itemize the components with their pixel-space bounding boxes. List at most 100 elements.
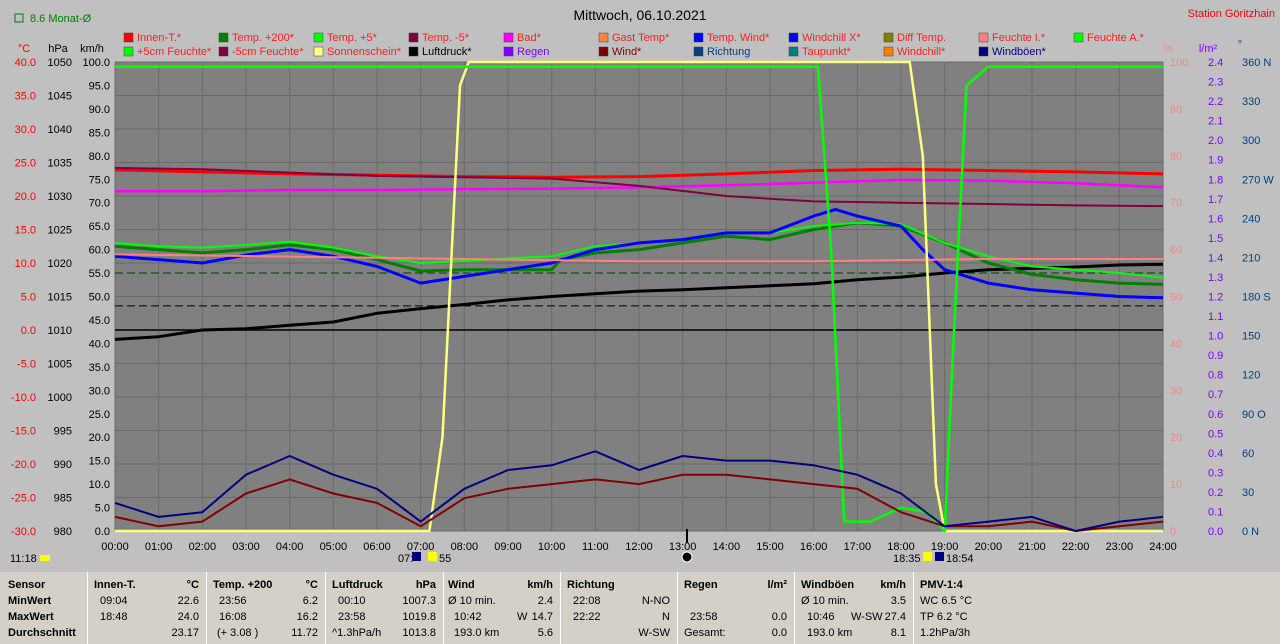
legend-label: Feuchte A.* (1087, 32, 1145, 44)
direction-tick-label: 210 (1242, 252, 1260, 264)
temp-tick-label: -30.0 (11, 526, 36, 538)
pressure-tick-label: 1040 (48, 124, 72, 136)
time-tick-label: 03:00 (232, 541, 260, 553)
legend-label: Feuchte I.* (992, 32, 1046, 44)
wind-tick-label: 35.0 (89, 362, 110, 374)
stat-value: 11.72 (291, 627, 318, 639)
time-tick-label: 16:00 (800, 541, 828, 553)
stat-value: 0.0 (771, 611, 787, 623)
stat-time: 09:04 (100, 595, 128, 607)
wind-tick-label: 40.0 (89, 338, 110, 350)
direction-tick-label: 330 (1242, 96, 1260, 108)
stat-value: 27.4 (884, 611, 906, 623)
sunset-label-a: 18:35 (893, 553, 921, 565)
stat-time: 10:42 (454, 611, 482, 623)
temp-tick-label: 40.0 (15, 57, 36, 69)
dir-unit: ° (1238, 39, 1242, 51)
time-tick-label: 09:00 (494, 541, 522, 553)
legend-swatch (788, 32, 799, 43)
legend-label: Windchill X* (802, 32, 861, 44)
stat-time: Ø 10 min. (448, 595, 496, 607)
stat-value: 6.2 (302, 595, 318, 607)
pressure-tick-label: 1020 (48, 258, 72, 270)
direction-tick-label: 360 N (1242, 57, 1271, 69)
humidity-tick-label: 80 (1170, 151, 1182, 163)
time-tick-label: 12:00 (625, 541, 653, 553)
stat-value: 16.2 (296, 611, 318, 623)
rain-tick-label: 1.8 (1208, 174, 1223, 186)
month-avg-box (14, 13, 24, 23)
legend-label: Temp. +200* (232, 32, 295, 44)
stat-title: Richtung (567, 579, 615, 591)
stat-unit: km/h (880, 579, 906, 591)
time-tick-label: 02:00 (189, 541, 217, 553)
series-line (114, 450, 1164, 532)
stat-direction: W (517, 611, 528, 623)
stat-title: Luftdruck (332, 579, 383, 591)
stat-title: Innen-T. (94, 579, 136, 591)
humidity-tick-label: 30 (1170, 385, 1182, 397)
temp-tick-label: -5.0 (17, 359, 36, 371)
stat-unit: hPa (415, 579, 436, 591)
legend-label: Windböen* (992, 46, 1047, 58)
direction-tick-label: 30 (1242, 487, 1254, 499)
legend-swatch (693, 46, 704, 57)
pressure-tick-label: 1050 (48, 57, 72, 69)
series-line (114, 253, 1163, 263)
direction-tick-label: 60 (1242, 448, 1254, 460)
legend-swatch (1073, 32, 1084, 43)
pressure-tick-label: 1010 (48, 325, 72, 337)
stats-richtung: Richtung 22:08 N-NO 22:22 N W-SW (561, 572, 676, 644)
time-tick-label: 22:00 (1062, 541, 1090, 553)
wind-tick-label: 55.0 (89, 268, 110, 280)
corner-time: 11:18 (10, 553, 37, 565)
pressure-tick-label: 1005 (48, 359, 72, 371)
wind-tick-label: 45.0 (89, 315, 110, 327)
sunset-marker: 18:35 18:54 (893, 552, 974, 565)
time-tick-label: 04:00 (276, 541, 304, 553)
grid-lines (114, 61, 1164, 532)
legend-label: Richtung (707, 46, 750, 58)
rain-tick-label: 0.4 (1208, 448, 1223, 460)
stat-time: 23:58 (338, 611, 366, 623)
stat-time: 18:48 (100, 611, 128, 623)
series-line (114, 473, 1164, 532)
humidity-tick-label: 0 (1170, 526, 1176, 538)
sunset-box (923, 552, 932, 561)
rain-tick-label: 1.0 (1208, 331, 1223, 343)
pressure-tick-label: 1030 (48, 191, 72, 203)
temp-tick-label: -15.0 (11, 426, 36, 438)
rain-tick-label: 2.1 (1208, 116, 1223, 128)
rain-tick-label: 1.5 (1208, 233, 1223, 245)
rain-tick-label: 0.0 (1208, 526, 1223, 538)
rain-tick-label: 1.7 (1208, 194, 1223, 206)
legend-label: Temp. +5* (327, 32, 378, 44)
stat-value: 1007.3 (402, 595, 436, 607)
wind-tick-label: 25.0 (89, 409, 110, 421)
stat-value: 24.0 (177, 611, 199, 623)
weather-chart: 40.0 35.0 30.0 25.0 20.0 15.0 10.0 5.0 0.0 -5.0 -1… (10, 7, 1275, 565)
legend-label: Windchill* (897, 46, 946, 58)
legend-label: Innen-T.* (137, 32, 182, 44)
rain-tick-label: 1.3 (1208, 272, 1223, 284)
stat-time: 22:08 (573, 595, 601, 607)
pressure-tick-label: 985 (54, 493, 72, 505)
wind-tick-label: 10.0 (89, 479, 110, 491)
temp-tick-label: 10.0 (15, 258, 36, 270)
stats-wind: Wind km/h Ø 10 min. 2.4 10:42 W 14.7 193… (444, 572, 559, 644)
temp-tick-label: -20.0 (11, 459, 36, 471)
stat-value: WC 6.5 °C (920, 595, 973, 607)
sunrise-box (428, 552, 437, 561)
humidity-tick-label: 90 (1170, 104, 1182, 116)
chart-title: Mittwoch, 06.10.2021 (573, 7, 706, 23)
stat-value: 3.5 (890, 595, 906, 607)
pressure-tick-label: 1035 (48, 158, 72, 170)
series-line (115, 65, 1163, 533)
wind-unit: km/h (80, 43, 104, 55)
humidity-tick-label: 50 (1170, 292, 1182, 304)
stat-time: (+ 3.08 ) (217, 627, 259, 639)
pressure-tick-label: 990 (54, 459, 72, 471)
legend-swatch (123, 46, 134, 57)
stat-unit: km/h (527, 579, 553, 591)
humidity-tick-label: 20 (1170, 432, 1182, 444)
